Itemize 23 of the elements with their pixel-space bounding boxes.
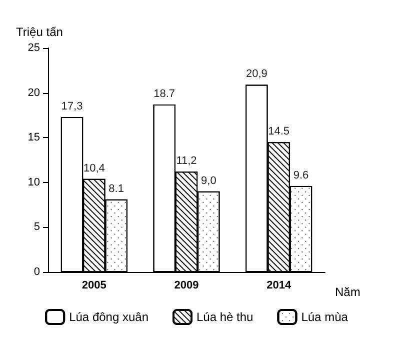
y-tick-label: 15 <box>28 132 40 144</box>
legend-label: Lúa đông xuân <box>69 310 148 324</box>
x-tick-label: 2005 <box>82 280 106 292</box>
x-tick-label: 2009 <box>174 280 199 292</box>
y-tick-label: 0 <box>34 266 40 278</box>
y-tick-label: 25 <box>28 42 40 54</box>
data-label: 20,9 <box>246 68 268 80</box>
data-label: 10,4 <box>83 162 105 174</box>
data-label: 9.6 <box>293 169 309 182</box>
y-tick-label: 20 <box>28 86 40 99</box>
x-tick-label: 2014 <box>266 280 292 292</box>
x-axis-title: Năm <box>335 285 360 299</box>
y-tick-label: 5 <box>34 221 40 234</box>
data-label: 14.5 <box>268 126 290 138</box>
legend-label: Lúa mùa <box>301 310 348 324</box>
data-label: 8.1 <box>108 182 124 195</box>
data-label: 18.7 <box>154 88 176 100</box>
data-label: 17,3 <box>61 100 83 112</box>
y-tick-label: 10 <box>28 176 40 188</box>
legend-label: Lúa hè thu <box>196 310 254 324</box>
data-label: 9,0 <box>201 174 216 187</box>
data-label: 11,2 <box>176 155 197 168</box>
y-axis-title: Triệu tấn <box>16 25 63 39</box>
